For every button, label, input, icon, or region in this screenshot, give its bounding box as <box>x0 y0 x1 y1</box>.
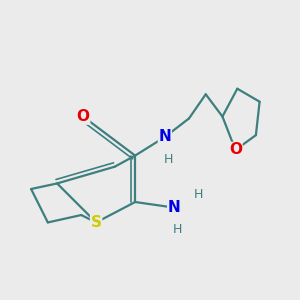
Text: H: H <box>164 153 173 166</box>
Text: H: H <box>194 188 203 201</box>
Text: N: N <box>158 130 171 145</box>
Text: O: O <box>229 142 242 158</box>
Text: N: N <box>168 200 181 215</box>
Text: S: S <box>91 215 102 230</box>
Text: H: H <box>173 224 183 236</box>
Text: O: O <box>76 109 90 124</box>
